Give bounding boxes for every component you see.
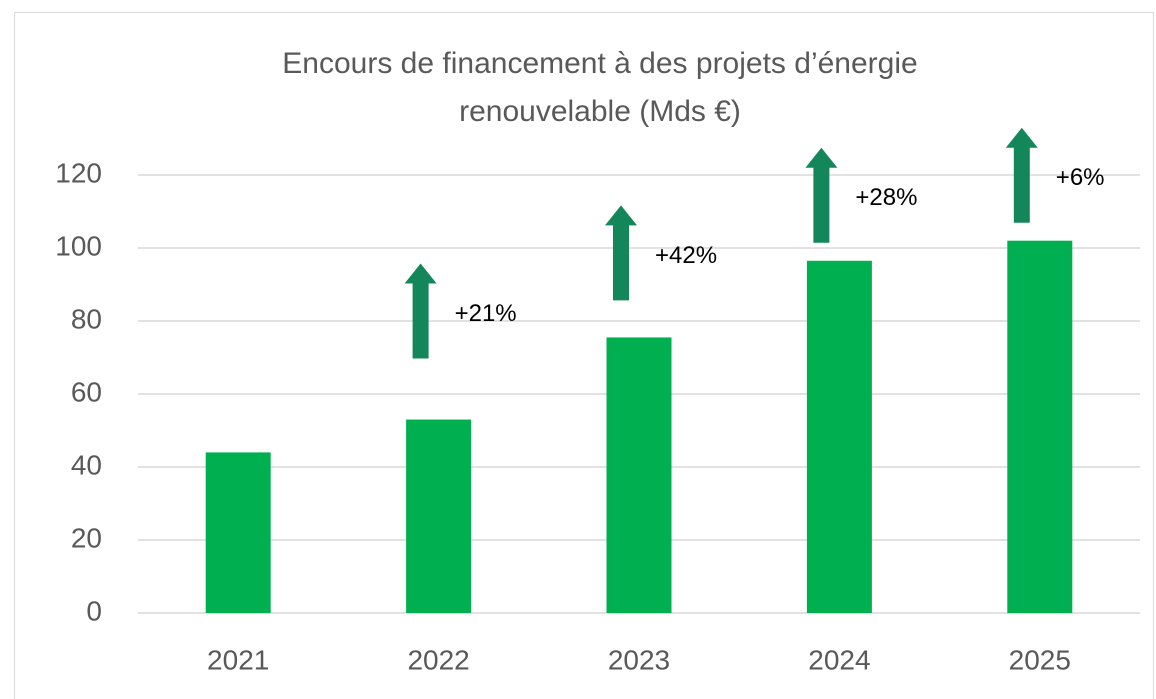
x-tick-label: 2024 [808,644,870,675]
annotation: +6% [1056,164,1105,191]
chart-frame [14,12,1154,699]
y-tick-label: 80 [71,303,102,334]
x-tick-label: 2023 [608,644,670,675]
bar [1007,240,1073,613]
growth-arrow [805,147,838,243]
y-tick-label: 0 [86,595,102,626]
y-tick-label: 20 [71,522,102,553]
growth-arrow [1005,127,1038,223]
growth-arrow [404,263,437,359]
growth-arrow [605,205,637,301]
x-tick-label: 2022 [407,644,469,675]
annotation: +21% [455,300,517,327]
bar [606,337,672,613]
annotation: +28% [855,184,917,211]
bar [406,419,472,613]
x-tick-label: 2021 [207,644,269,675]
y-tick-label: 60 [71,376,102,407]
y-tick-label: 40 [71,449,102,480]
x-tick-label: 2025 [1009,644,1071,675]
chart-title: Encours de financement à des projets d’é… [282,47,918,128]
y-tick-label: 100 [55,230,102,261]
annotation: +42% [655,242,717,269]
bar [806,260,872,613]
y-tick-label: 120 [55,157,102,188]
bar [205,452,271,613]
